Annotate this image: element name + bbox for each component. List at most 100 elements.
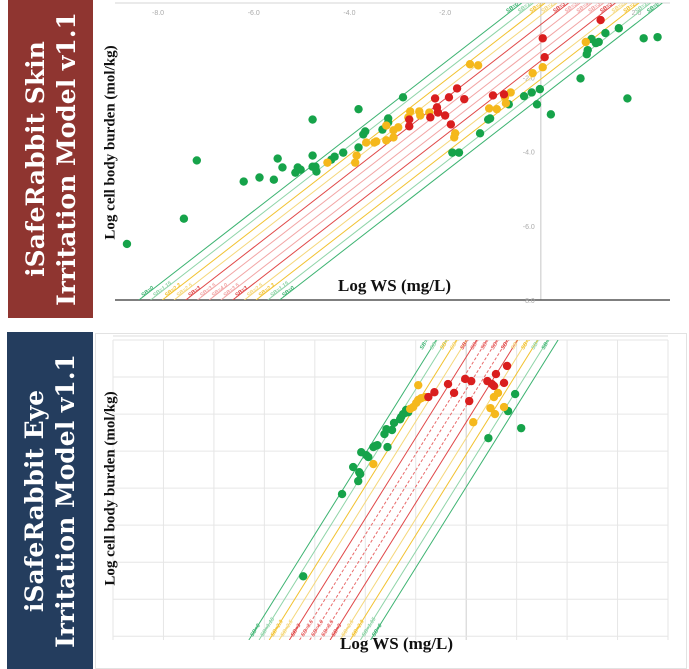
green-data-point bbox=[312, 167, 321, 176]
yellow-data-point bbox=[406, 107, 415, 116]
sb-line-label: SB=2.5 bbox=[510, 331, 525, 351]
sb-line-label: SB=1.15 bbox=[517, 0, 538, 15]
yellow-data-point bbox=[382, 136, 391, 145]
sb-line-label: SB=0 bbox=[419, 336, 431, 351]
green-data-point bbox=[269, 175, 279, 184]
green-data-point bbox=[448, 148, 457, 157]
sb-reference-line bbox=[288, 340, 478, 640]
red-data-point bbox=[465, 396, 474, 406]
red-data-point bbox=[444, 93, 454, 102]
yellow-data-point bbox=[538, 63, 547, 72]
green-data-point bbox=[369, 442, 378, 452]
sb-reference-line bbox=[244, 3, 628, 300]
green-data-point bbox=[546, 110, 556, 119]
green-data-point bbox=[387, 425, 397, 435]
red-data-point bbox=[491, 369, 501, 379]
sb-line-label: SB=4.0 bbox=[480, 332, 495, 351]
green-data-point bbox=[527, 88, 536, 97]
yellow-data-point bbox=[506, 88, 515, 97]
yellow-data-point bbox=[465, 60, 475, 69]
green-data-point bbox=[485, 114, 495, 123]
green-data-point bbox=[395, 415, 405, 424]
sb-line-label: SB=2.3 bbox=[529, 0, 547, 15]
red-data-point bbox=[446, 120, 456, 129]
eye-model-banner: iSafeRabbit Eye Irritation Model v1.1 bbox=[7, 332, 93, 669]
sb-reference-line bbox=[255, 3, 640, 300]
green-data-point bbox=[299, 572, 308, 581]
red-data-point bbox=[443, 379, 453, 389]
sb-line-label: SB=2.3 bbox=[622, 0, 640, 15]
green-data-point bbox=[614, 24, 624, 33]
green-data-point bbox=[192, 156, 202, 165]
green-data-point bbox=[364, 452, 373, 462]
sb-line-label: SB=2.5 bbox=[540, 0, 559, 15]
sb-reference-line bbox=[208, 3, 593, 300]
red-data-point bbox=[540, 53, 549, 62]
sb-reference-line bbox=[279, 3, 663, 300]
green-data-point bbox=[389, 418, 399, 428]
green-data-point bbox=[639, 34, 648, 43]
green-data-point bbox=[383, 442, 392, 452]
yellow-data-point bbox=[372, 137, 381, 146]
red-data-point bbox=[488, 91, 498, 100]
sb-line-label: SB=3.5 bbox=[587, 0, 606, 15]
yellow-data-point bbox=[382, 121, 391, 130]
yellow-data-point bbox=[361, 138, 371, 147]
yellow-data-point bbox=[501, 99, 511, 108]
red-data-point bbox=[502, 361, 512, 371]
green-data-point bbox=[356, 469, 365, 479]
yellow-data-point bbox=[484, 104, 494, 113]
sb-reference-line bbox=[173, 3, 558, 300]
sb-reference-line bbox=[370, 340, 559, 640]
sb-reference-line bbox=[185, 3, 569, 300]
sb-line-label: SB=3 bbox=[500, 336, 512, 351]
data-points bbox=[299, 361, 526, 581]
red-data-point bbox=[489, 381, 499, 391]
yellow-data-point bbox=[405, 404, 415, 414]
sb-reference-line bbox=[162, 3, 546, 300]
red-data-point bbox=[538, 34, 547, 43]
green-data-point bbox=[475, 129, 485, 138]
yellow-data-point bbox=[499, 402, 509, 412]
green-data-point bbox=[278, 163, 287, 172]
green-data-point bbox=[398, 93, 408, 102]
red-data-point bbox=[596, 15, 605, 25]
green-data-point bbox=[308, 115, 317, 124]
red-data-point bbox=[452, 84, 462, 93]
x-tick-label: -2.0 bbox=[439, 10, 451, 17]
red-data-point bbox=[440, 111, 450, 120]
green-data-point bbox=[361, 127, 370, 136]
eye-y-axis-title: Log cell body burden (mol/kg) bbox=[102, 391, 119, 586]
sb-reference-line bbox=[329, 340, 518, 640]
skin-irritation-chart: -8.0-6.0-4.0-2.02.0-2.0-4.0-6.0-8.0SB=0S… bbox=[115, 0, 670, 305]
green-data-point bbox=[594, 37, 603, 47]
sb-reference-line bbox=[359, 340, 549, 640]
green-data-point bbox=[454, 148, 464, 157]
sb-reference-line bbox=[319, 340, 508, 640]
green-data-point bbox=[354, 104, 363, 114]
sb-line-label: SB=4.0 bbox=[576, 0, 594, 15]
green-data-point bbox=[179, 214, 189, 223]
green-data-point bbox=[330, 152, 339, 161]
sb-line-label: SB=3.5 bbox=[490, 331, 505, 351]
red-data-point bbox=[426, 113, 435, 122]
yellow-data-point bbox=[469, 418, 478, 427]
sb-line-label: SB=0 bbox=[505, 1, 520, 14]
sb-line-label: SB=3 bbox=[459, 336, 471, 351]
green-data-point bbox=[122, 239, 132, 249]
green-data-point bbox=[354, 476, 363, 486]
red-data-point bbox=[449, 388, 459, 398]
y-tick-label: -8.0 bbox=[523, 298, 535, 305]
sb-reference-line bbox=[309, 340, 498, 640]
yellow-data-point bbox=[489, 392, 499, 402]
sb-reference-line bbox=[197, 3, 581, 300]
skin-y-axis-title: Log cell body burden (mol/kg) bbox=[102, 45, 119, 240]
sb-reference-line bbox=[349, 340, 539, 640]
red-data-point bbox=[460, 94, 469, 104]
green-data-point bbox=[484, 433, 493, 443]
sb-reference-line bbox=[339, 340, 528, 640]
green-data-point bbox=[516, 423, 526, 433]
sb-line-label: SB=1.15 bbox=[429, 329, 446, 351]
sb-line-label: SB=0 bbox=[541, 336, 553, 351]
